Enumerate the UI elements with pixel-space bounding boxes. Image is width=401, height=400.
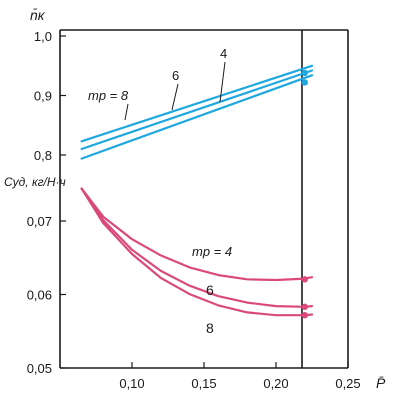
bottom-legend-label: mр = 4 (192, 244, 232, 259)
x-tick-label: 0,10 (119, 376, 144, 391)
plot-layer (80, 64, 314, 319)
y-tick-label: 0,07 (27, 214, 52, 229)
top-ylabel: n̄к (30, 7, 46, 23)
data-marker (301, 79, 308, 86)
y-tick-label: 1,0 (34, 29, 52, 44)
data-marker (301, 312, 308, 319)
series-label-8: 8 (206, 320, 214, 336)
x-tick-label: 0,25 (335, 376, 360, 391)
series-line-top-6 (80, 69, 314, 151)
bottom-ylabel: Cуд, кг/Н·ч (4, 175, 66, 189)
series-label-4: 4 (220, 46, 227, 61)
series-line-bottom-4 (80, 187, 314, 282)
x-tick-label: 0,20 (263, 376, 288, 391)
y-tick-label: 0,8 (34, 148, 52, 163)
series-line-top-4 (80, 74, 314, 160)
data-marker (301, 276, 308, 283)
series-label-6: 6 (172, 68, 179, 83)
leader-line-8 (124, 103, 129, 121)
tick-layer: 0,10 0,15 0,20 0,25 1,0 0,9 0,8 0,07 0,06 0,05 (27, 29, 361, 391)
series-line-top-8 (80, 64, 314, 143)
y-tick-label: 0,9 (34, 89, 52, 104)
leader-line-6 (171, 83, 179, 111)
series-line-bottom-6 (80, 187, 314, 308)
y-tick-label: 0,06 (27, 288, 52, 303)
data-marker (301, 303, 308, 310)
data-marker (301, 69, 308, 77)
series-label-layer: 6 4 6 8 (124, 46, 227, 336)
series-label-6: 6 (206, 282, 214, 298)
x-axis-label: P̄ (376, 375, 386, 391)
top-legend-label: mр = 8 (88, 88, 129, 103)
x-tick-label: 0,15 (191, 376, 216, 391)
y-tick-label: 0,05 (27, 361, 52, 376)
leader-line-4 (219, 61, 226, 103)
series-line-bottom-8 (80, 187, 314, 317)
